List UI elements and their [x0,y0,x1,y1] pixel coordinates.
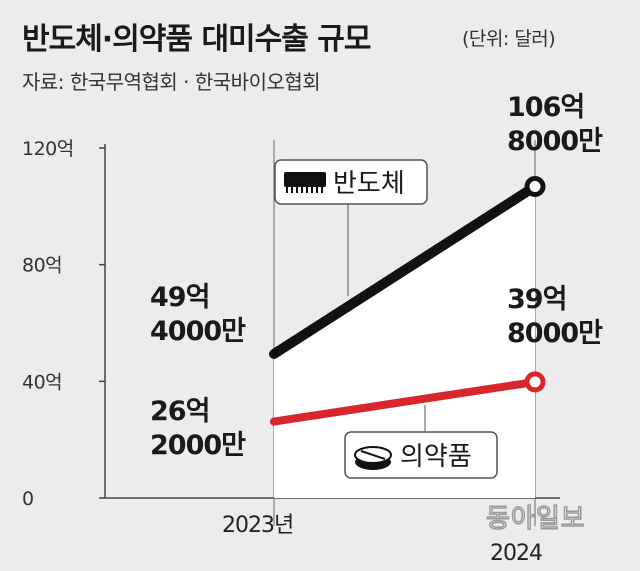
series-line-반도체 [269,181,540,359]
data-label: 39억 8000만 [507,284,603,349]
data-point [270,349,278,358]
data-label: 106억 8000만 [507,92,603,157]
plot-area-fill [274,186,535,498]
legend-label: 의약품 [400,442,472,472]
chart-title: 반도체·의약품 대미수출 규모 [22,22,371,57]
watermark-logo: 동아일보 [486,504,586,535]
pill-icon [354,446,392,470]
unit-label: (단위: 달러) [462,28,556,50]
y-tick-label: 80억 [22,255,62,277]
data-point-end [524,176,546,197]
data-point [270,417,278,426]
data-point-end [524,371,546,393]
y-tick-label: 0 [22,488,34,510]
legend-label: 반도체 [333,169,405,199]
y-tick-label: 40억 [22,371,62,393]
source-label: 자료: 한국무역협회 · 한국바이오협회 [22,70,321,94]
x-tick-label: 2024 [490,541,542,566]
data-label: 49억 4000만 [150,282,246,347]
x-tick-label: 2023년 [222,513,293,538]
chip-icon [284,172,326,193]
data-label: 26억 2000만 [150,396,246,461]
y-tick-label: 120억 [22,138,74,160]
series-line-의약품 [270,377,539,426]
